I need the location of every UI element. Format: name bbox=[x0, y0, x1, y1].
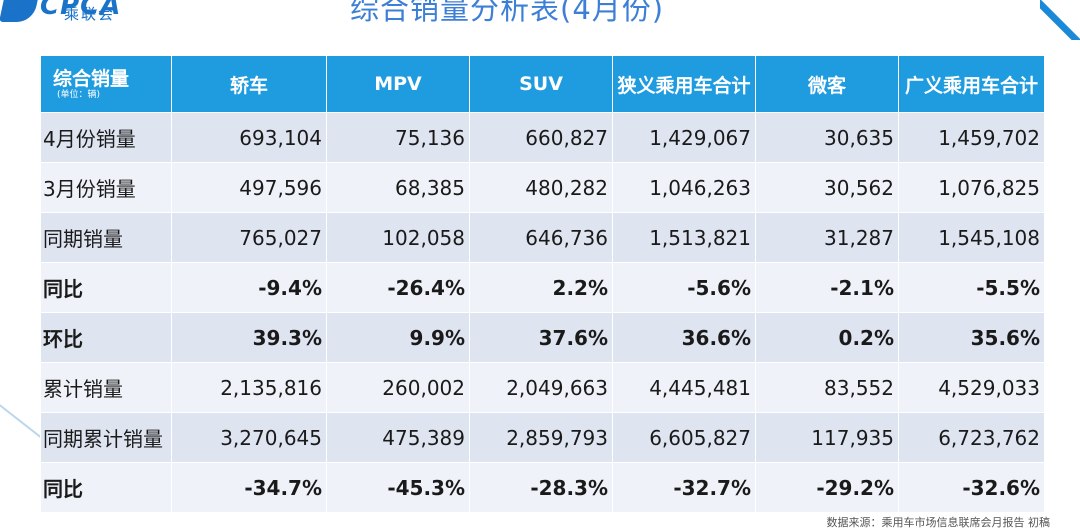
table-cell: 35.6% bbox=[898, 312, 1045, 363]
sales-table: 综合销量 (单位：辆) 轿车 MPV SUV 狭义乘用车合计 微客 广义乘用车合… bbox=[40, 55, 1045, 513]
table-cell: 1,459,702 bbox=[898, 112, 1045, 163]
corner-header-cell: 综合销量 (单位：辆) bbox=[40, 55, 172, 113]
table-cell: 39.3% bbox=[171, 312, 327, 363]
table-cell: 2,049,663 bbox=[469, 362, 613, 413]
table-cell: -45.3% bbox=[326, 462, 470, 513]
row-label: 同期累计销量 bbox=[40, 412, 172, 463]
logo-chinese-text: 乘联会 bbox=[64, 5, 116, 23]
table-cell: -26.4% bbox=[326, 262, 470, 313]
row-label: 累计销量 bbox=[40, 362, 172, 413]
table-header-row: 综合销量 (单位：辆) 轿车 MPV SUV 狭义乘用车合计 微客 广义乘用车合… bbox=[40, 55, 1045, 113]
table-cell: 2.2% bbox=[469, 262, 613, 313]
table-cell: 102,058 bbox=[326, 212, 470, 263]
table-row: 3月份销量 497,596 68,385 480,282 1,046,263 3… bbox=[40, 162, 1045, 213]
logo-latin-text: CPCA bbox=[40, 0, 122, 21]
table-row-cumulative-yoy: 同比 -34.7% -45.3% -28.3% -32.7% -29.2% -3… bbox=[40, 462, 1045, 513]
table-cell: 1,545,108 bbox=[898, 212, 1045, 263]
table-cell: 660,827 bbox=[469, 112, 613, 163]
table-row-mom: 环比 39.3% 9.9% 37.6% 36.6% 0.2% 35.6% bbox=[40, 312, 1045, 363]
row-label: 同比 bbox=[40, 462, 172, 513]
table-cell: 6,723,762 bbox=[898, 412, 1045, 463]
column-header: SUV bbox=[469, 55, 613, 113]
row-label: 同比 bbox=[40, 262, 172, 313]
table-cell: 4,529,033 bbox=[898, 362, 1045, 413]
cpca-logo: CPCA CPCA 乘联会 bbox=[0, 0, 140, 26]
table-cell: 693,104 bbox=[171, 112, 327, 163]
table-cell: 0.2% bbox=[755, 312, 899, 363]
table-cell: 83,552 bbox=[755, 362, 899, 413]
table-cell: 2,859,793 bbox=[469, 412, 613, 463]
row-label: 3月份销量 bbox=[40, 162, 172, 213]
logo-sub-text: CPCA bbox=[2, 12, 24, 21]
table-cell: -5.6% bbox=[612, 262, 756, 313]
table-cell: 36.6% bbox=[612, 312, 756, 363]
table-cell: -5.5% bbox=[898, 262, 1045, 313]
decorative-line bbox=[0, 401, 45, 441]
table-cell: 75,136 bbox=[326, 112, 470, 163]
table-row-yoy: 同比 -9.4% -26.4% 2.2% -5.6% -2.1% -5.5% bbox=[40, 262, 1045, 313]
table-cell: -2.1% bbox=[755, 262, 899, 313]
table-cell: -29.2% bbox=[755, 462, 899, 513]
table-cell: 1,046,263 bbox=[612, 162, 756, 213]
page-title: 综合销量分析表(4月份) bbox=[350, 0, 665, 26]
table-cell: -9.4% bbox=[171, 262, 327, 313]
table-cell: 37.6% bbox=[469, 312, 613, 363]
table-cell: 31,287 bbox=[755, 212, 899, 263]
table-row: 同期销量 765,027 102,058 646,736 1,513,821 3… bbox=[40, 212, 1045, 263]
corner-decoration bbox=[1040, 0, 1080, 40]
table-cell: 260,002 bbox=[326, 362, 470, 413]
row-label: 4月份销量 bbox=[40, 112, 172, 163]
corner-header-label: 综合销量 bbox=[53, 67, 130, 90]
row-label: 环比 bbox=[40, 312, 172, 363]
table-row: 4月份销量 693,104 75,136 660,827 1,429,067 3… bbox=[40, 112, 1045, 163]
table-cell: 6,605,827 bbox=[612, 412, 756, 463]
table-cell: 117,935 bbox=[755, 412, 899, 463]
source-note: 数据来源：乘用车市场信息联席会月报告 初稿 bbox=[826, 516, 1051, 529]
table-cell: 30,562 bbox=[755, 162, 899, 213]
table-cell: 2,135,816 bbox=[171, 362, 327, 413]
table-cell: 475,389 bbox=[326, 412, 470, 463]
table-cell: 3,270,645 bbox=[171, 412, 327, 463]
column-header: 广义乘用车合计 bbox=[898, 55, 1045, 113]
table-cell: 1,076,825 bbox=[898, 162, 1045, 213]
table-cell: 765,027 bbox=[171, 212, 327, 263]
table-cell: 480,282 bbox=[469, 162, 613, 213]
table-cell: 4,445,481 bbox=[612, 362, 756, 413]
table-cell: 646,736 bbox=[469, 212, 613, 263]
table-cell: -32.7% bbox=[612, 462, 756, 513]
table-cell: -28.3% bbox=[469, 462, 613, 513]
table-row: 同期累计销量 3,270,645 475,389 2,859,793 6,605… bbox=[40, 412, 1045, 463]
column-header: 轿车 bbox=[171, 55, 327, 113]
table-row: 累计销量 2,135,816 260,002 2,049,663 4,445,4… bbox=[40, 362, 1045, 413]
table-cell: 1,513,821 bbox=[612, 212, 756, 263]
table-cell: 9.9% bbox=[326, 312, 470, 363]
column-header: 狭义乘用车合计 bbox=[612, 55, 756, 113]
table-cell: -32.6% bbox=[898, 462, 1045, 513]
table-cell: 1,429,067 bbox=[612, 112, 756, 163]
row-label: 同期销量 bbox=[40, 212, 172, 263]
table-cell: 30,635 bbox=[755, 112, 899, 163]
table-cell: -34.7% bbox=[171, 462, 327, 513]
table-cell: 68,385 bbox=[326, 162, 470, 213]
column-header: MPV bbox=[326, 55, 470, 113]
column-header: 微客 bbox=[755, 55, 899, 113]
unit-label: (单位：辆) bbox=[57, 89, 101, 100]
table-cell: 497,596 bbox=[171, 162, 327, 213]
